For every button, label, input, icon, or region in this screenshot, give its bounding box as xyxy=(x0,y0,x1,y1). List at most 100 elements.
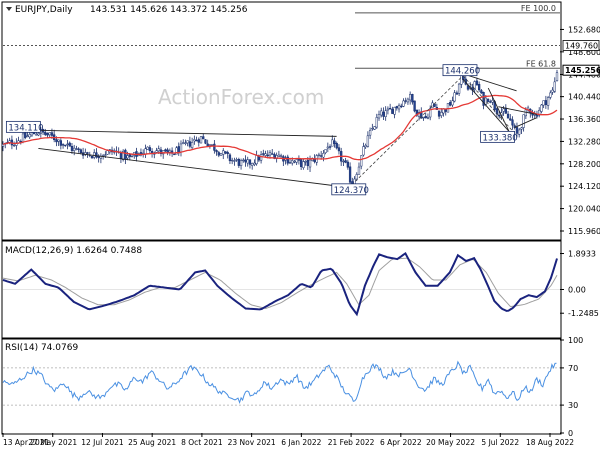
candle-body xyxy=(484,97,487,105)
candle-body xyxy=(168,150,172,153)
rsi-tick-label: 30 xyxy=(568,401,578,410)
candle-body xyxy=(175,147,178,155)
price-annotation-label: 124.370 xyxy=(334,186,369,196)
rsi-panel-frame xyxy=(1,338,562,435)
fib-level-label: 149.760 xyxy=(565,41,598,50)
price-overlays: FE 100.0 FE 61.8 134.110 124.370 144.260 133.… xyxy=(2,4,560,196)
candle-body xyxy=(226,152,229,154)
candle-body xyxy=(195,139,198,142)
candle-body xyxy=(397,105,401,110)
candle-body xyxy=(182,142,185,144)
candle-body xyxy=(24,132,27,138)
macd-tick-label: -1.2485 xyxy=(568,309,599,318)
candle-body xyxy=(504,107,507,114)
candle-body xyxy=(384,110,387,117)
candle-body xyxy=(331,139,334,147)
candle-body xyxy=(79,149,83,153)
price-tick-label: 120.040 xyxy=(568,205,600,214)
candle-body xyxy=(66,143,69,146)
candle-body xyxy=(460,75,463,85)
macd-line xyxy=(2,251,558,317)
candle-body xyxy=(164,149,167,152)
candle-body xyxy=(455,92,459,95)
candle-body xyxy=(380,110,383,116)
candle-body xyxy=(538,110,541,116)
candle-body xyxy=(126,155,129,159)
candle-body xyxy=(215,150,218,153)
candle-body xyxy=(371,127,374,130)
candle-body xyxy=(524,109,528,117)
price-tick-label: 128.200 xyxy=(568,160,600,169)
watermark-text: ActionForex.com xyxy=(158,85,324,109)
candle-body xyxy=(413,100,416,112)
candle-body xyxy=(173,153,176,156)
candle-body xyxy=(375,117,378,128)
price-tick-label: 152.680 xyxy=(568,25,600,34)
rsi-header: RSI(14) 74.0769 xyxy=(5,343,78,353)
candle-body xyxy=(222,150,225,155)
candle-body xyxy=(239,160,243,166)
candle-body xyxy=(77,148,80,150)
fib-price-box xyxy=(562,40,600,51)
x-tick-label: 25 Aug 2021 xyxy=(128,438,176,447)
candle-body xyxy=(59,140,62,146)
projection-line xyxy=(462,75,517,136)
candle-body xyxy=(244,159,247,163)
candle-body xyxy=(306,159,309,166)
candle-body xyxy=(544,100,548,105)
macd-tick-label: 1.8933 xyxy=(568,250,596,259)
candle-body xyxy=(48,132,51,136)
candle-body xyxy=(393,107,396,115)
candle-body xyxy=(518,129,521,135)
candle-body xyxy=(491,100,494,103)
candle-body xyxy=(188,141,192,147)
candle-body xyxy=(219,153,223,156)
candle-body xyxy=(411,94,414,103)
price-tick-label: 115.960 xyxy=(568,227,600,236)
candle-body xyxy=(320,155,323,157)
candle-body xyxy=(522,114,525,128)
collapse-arrow-icon[interactable] xyxy=(6,7,12,11)
candle-body xyxy=(377,113,381,119)
candle-body xyxy=(302,161,305,168)
rsi-series xyxy=(2,360,560,406)
candle-body xyxy=(268,152,272,156)
candle-body xyxy=(520,127,523,130)
candle-body xyxy=(362,146,365,156)
candle-body xyxy=(453,92,456,102)
candle-body xyxy=(271,153,274,155)
candle-body xyxy=(475,80,479,86)
candle-body xyxy=(391,108,394,114)
candle-body xyxy=(431,102,434,108)
candle-body xyxy=(360,155,363,167)
candle-body xyxy=(210,144,214,146)
candle-body xyxy=(50,132,54,136)
candle-body xyxy=(322,153,325,158)
candle-body xyxy=(68,142,71,147)
candle-body xyxy=(184,142,187,144)
candle-body xyxy=(37,133,40,136)
candle-body xyxy=(337,147,341,152)
candle-body xyxy=(128,154,131,157)
candle-body xyxy=(119,152,123,159)
candle-body xyxy=(515,127,519,134)
candle-body xyxy=(157,148,160,152)
candle-body xyxy=(299,159,303,167)
candle-body xyxy=(502,108,505,112)
x-tick-label: 5 Jul 2022 xyxy=(481,438,519,447)
candle-body xyxy=(286,156,289,164)
candle-body xyxy=(553,81,556,92)
price-tick-label: 136.360 xyxy=(568,115,600,124)
candle-body xyxy=(348,166,352,183)
price-annotation-box xyxy=(442,64,478,77)
candle-body xyxy=(368,129,372,136)
price-annotation-box xyxy=(5,120,41,133)
candle-body xyxy=(1,144,5,147)
candle-body xyxy=(159,149,163,154)
candle-body xyxy=(44,131,47,135)
candle-body xyxy=(231,159,234,162)
candle-body xyxy=(540,104,543,112)
candle-body xyxy=(259,154,263,161)
